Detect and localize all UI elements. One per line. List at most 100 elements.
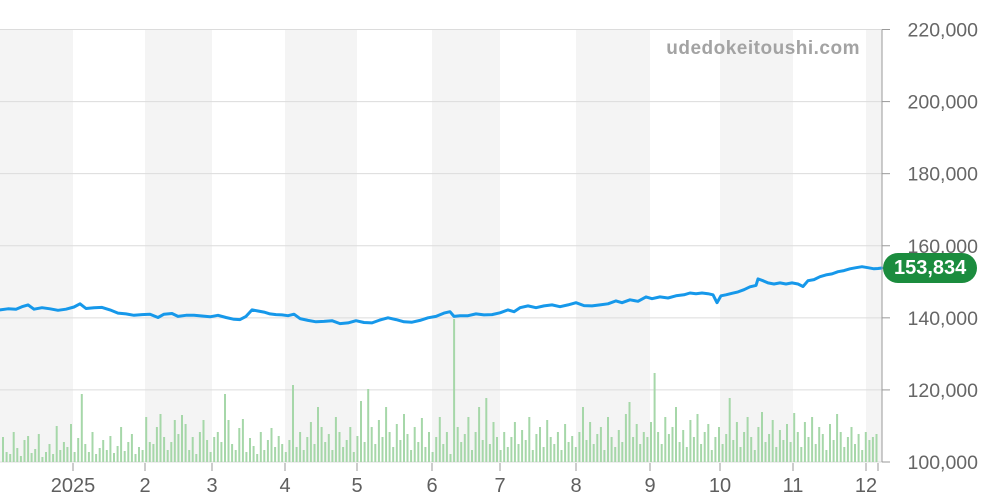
volume-bar xyxy=(66,447,69,462)
volume-bar xyxy=(98,448,101,462)
volume-bar xyxy=(864,432,867,462)
volume-bar xyxy=(256,454,259,462)
volume-bar xyxy=(542,447,545,462)
volume-bar xyxy=(95,454,98,462)
volume-bar xyxy=(84,444,87,462)
volume-bar xyxy=(367,389,370,462)
volume-bar xyxy=(578,432,581,462)
volume-bar xyxy=(116,446,119,462)
volume-bar xyxy=(166,450,169,462)
volume-bar xyxy=(617,430,620,462)
volume-bar xyxy=(757,427,760,462)
volume-bar xyxy=(710,450,713,462)
volume-bar xyxy=(721,444,724,462)
volume-bar xyxy=(778,430,781,462)
volume-bar xyxy=(621,442,624,462)
volume-bar xyxy=(16,448,19,462)
volume-bar xyxy=(585,440,588,462)
volume-bar xyxy=(463,434,466,462)
volume-bar xyxy=(173,420,176,462)
volume-bar xyxy=(646,437,649,462)
volume-bar xyxy=(209,452,212,462)
volume-bar xyxy=(499,450,502,462)
volume-bar xyxy=(238,428,241,462)
current-price-badge: 153,834 xyxy=(883,253,978,283)
volume-bar xyxy=(320,427,323,462)
y-axis-label: 180,000 xyxy=(908,164,979,186)
volume-bar xyxy=(281,444,284,462)
volume-bar xyxy=(9,454,12,462)
x-axis-label: 4 xyxy=(279,475,290,497)
volume-bar xyxy=(5,452,8,462)
volume-bar xyxy=(725,434,728,462)
volume-bar xyxy=(632,437,635,462)
volume-bar xyxy=(481,440,484,462)
volume-bar xyxy=(800,447,803,462)
volume-bar xyxy=(170,442,173,462)
x-axis-label: 6 xyxy=(426,475,437,497)
volume-bar xyxy=(667,434,670,462)
volume-bar xyxy=(245,452,248,462)
volume-bar xyxy=(195,454,198,462)
volume-bar xyxy=(603,450,606,462)
x-axis-label: 2 xyxy=(139,475,150,497)
volume-bar xyxy=(735,422,738,462)
volume-bar xyxy=(599,427,602,462)
volume-bar xyxy=(449,454,452,462)
y-axis-label: 200,000 xyxy=(908,92,979,114)
volume-bar xyxy=(678,442,681,462)
volume-bar xyxy=(793,413,796,462)
volume-bar xyxy=(445,432,448,462)
x-axis-label: 2025 xyxy=(51,475,96,497)
volume-bar xyxy=(442,444,445,462)
volume-bar xyxy=(266,440,269,462)
volume-bar xyxy=(596,434,599,462)
volume-bar xyxy=(718,427,720,462)
volume-bar xyxy=(556,432,559,462)
volume-bar xyxy=(374,444,377,462)
volume-bar xyxy=(188,450,191,462)
volume-bar xyxy=(191,437,194,462)
volume-bar xyxy=(492,422,495,462)
volume-bar xyxy=(413,427,416,462)
volume-bar xyxy=(786,424,788,462)
volume-bar xyxy=(206,440,209,462)
volume-bar xyxy=(202,420,205,462)
volume-bar xyxy=(488,444,491,462)
volume-bar xyxy=(728,398,731,462)
volume-bar xyxy=(34,449,37,462)
x-axis-label: 3 xyxy=(206,475,217,497)
volume-bar xyxy=(381,437,384,462)
volume-bar xyxy=(657,432,660,462)
volume-bar xyxy=(739,447,742,462)
volume-bar xyxy=(48,444,51,462)
volume-bar xyxy=(682,430,685,462)
volume-bar xyxy=(37,434,40,462)
volume-bar xyxy=(825,450,828,462)
volume-bar xyxy=(700,444,703,462)
volume-bar xyxy=(560,450,563,462)
volume-bar xyxy=(592,444,595,462)
volume-bar xyxy=(707,424,710,462)
volume-bar xyxy=(818,427,821,462)
volume-bar xyxy=(152,444,155,462)
volume-bar xyxy=(836,414,839,462)
volume-bar xyxy=(216,432,219,462)
volume-bar xyxy=(317,407,319,462)
volume-bar xyxy=(624,414,627,462)
volume-bar xyxy=(635,424,638,462)
x-axis-label: 12 xyxy=(855,475,877,497)
volume-bar xyxy=(517,444,520,462)
volume-bar xyxy=(227,420,230,462)
volume-bar xyxy=(639,444,642,462)
volume-bar xyxy=(163,437,166,462)
volume-bar xyxy=(134,454,137,462)
volume-bar xyxy=(231,444,234,462)
volume-bar xyxy=(875,434,878,462)
volume-bar xyxy=(664,417,667,462)
volume-bar xyxy=(77,438,80,462)
x-axis-label: 5 xyxy=(351,475,362,497)
volume-bar xyxy=(120,427,123,462)
volume-bar xyxy=(743,432,746,462)
